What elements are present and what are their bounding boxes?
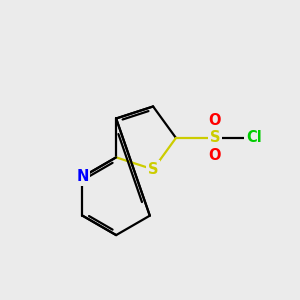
Text: S: S bbox=[210, 130, 220, 146]
Text: N: N bbox=[76, 169, 89, 184]
Text: O: O bbox=[208, 113, 221, 128]
Text: S: S bbox=[148, 162, 158, 177]
Text: O: O bbox=[208, 148, 221, 163]
Text: Cl: Cl bbox=[246, 130, 262, 146]
